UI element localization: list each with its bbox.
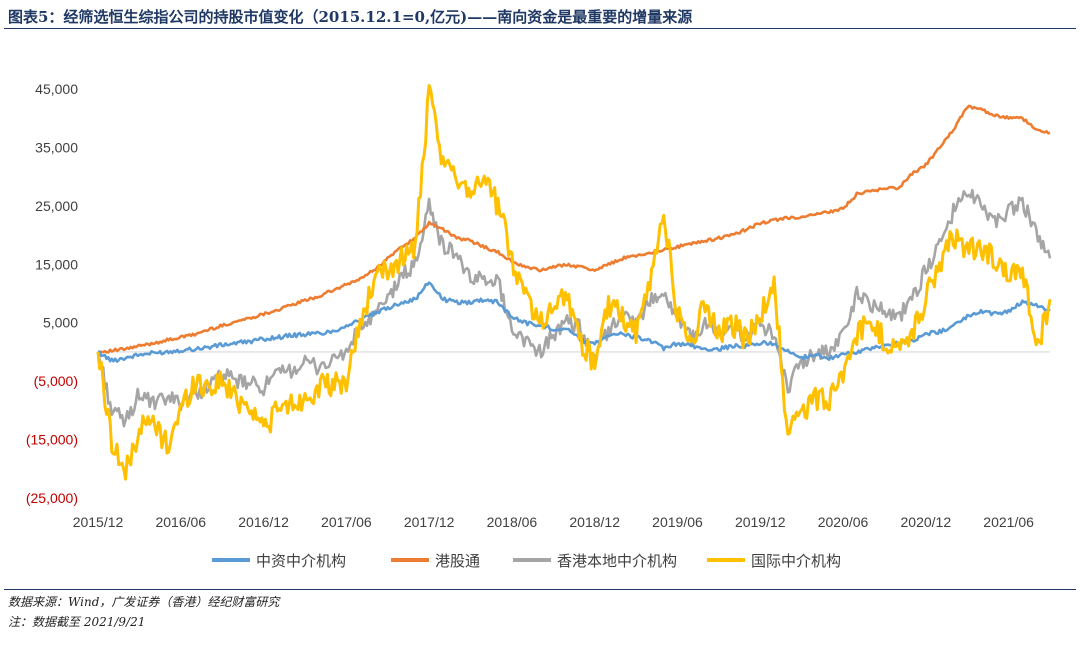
- y-axis: 45,000 35,000 25,000 15,000 5,000 (5,000) (15,…: [26, 81, 78, 506]
- source-note: 数据来源：Wind，广发证券（香港）经纪财富研究: [8, 595, 280, 609]
- legend-label: 国际中介机构: [751, 552, 841, 570]
- x-tick-label: 2015/12: [73, 514, 124, 530]
- x-tick-label: 2018/12: [569, 514, 620, 530]
- series-line: [96, 84, 1052, 481]
- y-tick-label: 45,000: [35, 81, 78, 97]
- x-tick-label: 2017/06: [321, 514, 372, 530]
- chart-title: 图表5：经筛选恒生综指公司的持股市值变化（2015.12.1=0,亿元)——南向…: [8, 8, 693, 26]
- chart-area: 45,000 35,000 25,000 15,000 5,000 (5,000) (15,…: [26, 81, 1052, 570]
- x-tick-label: 2016/12: [238, 514, 289, 530]
- y-tick-label: (5,000): [34, 373, 78, 389]
- x-tick-label: 2019/06: [652, 514, 703, 530]
- x-tick-label: 2017/12: [404, 514, 455, 530]
- date-note: 注：数据截至 2021/9/21: [8, 615, 146, 629]
- title-divider: [4, 28, 1076, 29]
- series-line: [97, 281, 1051, 363]
- y-tick-label: (25,000): [26, 490, 78, 506]
- x-tick-label: 2021/06: [983, 514, 1034, 530]
- footer-divider: [4, 589, 1076, 590]
- legend-label: 港股通: [435, 552, 480, 570]
- series-lines: [96, 84, 1052, 481]
- y-tick-label: 15,000: [35, 256, 78, 272]
- y-tick-label: 25,000: [35, 198, 78, 214]
- x-tick-label: 2019/12: [735, 514, 786, 530]
- series-line: [96, 188, 1052, 428]
- legend: 中资中介机构 港股通 香港本地中介机构 国际中介机构: [212, 552, 841, 570]
- y-tick-label: 35,000: [35, 139, 78, 155]
- x-axis: 2015/12 2016/06 2016/12 2017/06 2017/12 2018/…: [73, 514, 1034, 530]
- x-tick-label: 2018/06: [487, 514, 538, 530]
- x-tick-label: 2020/12: [901, 514, 952, 530]
- y-tick-label: 5,000: [43, 315, 78, 331]
- x-tick-label: 2016/06: [155, 514, 206, 530]
- legend-label: 中资中介机构: [256, 552, 346, 570]
- x-tick-label: 2020/06: [818, 514, 869, 530]
- y-tick-label: (15,000): [26, 432, 78, 448]
- legend-label: 香港本地中介机构: [557, 552, 677, 570]
- series-line: [97, 104, 1051, 354]
